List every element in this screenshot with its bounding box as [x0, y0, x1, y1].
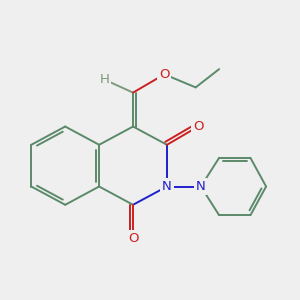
Text: O: O: [128, 232, 138, 245]
Text: N: N: [196, 180, 206, 193]
Text: N: N: [162, 180, 172, 193]
Text: H: H: [99, 73, 109, 86]
Text: O: O: [159, 68, 169, 81]
Text: O: O: [193, 120, 203, 133]
